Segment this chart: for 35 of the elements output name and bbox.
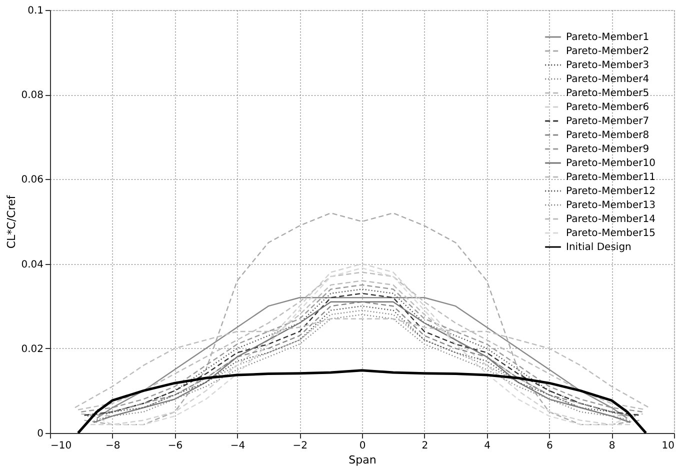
legend-label: Pareto-Member4 (566, 74, 650, 85)
legend-label: Initial Design (566, 242, 632, 253)
legend-label: Pareto-Member13 (566, 200, 656, 211)
legend-label: Pareto-Member5 (566, 88, 650, 99)
legend-label: Pareto-Member14 (566, 214, 656, 225)
legend-label: Pareto-Member2 (566, 46, 650, 57)
x-tick-label: 10 (662, 440, 674, 452)
legend-label: Pareto-Member12 (566, 186, 656, 197)
legend-label: Pareto-Member3 (566, 60, 650, 71)
y-axis-title: CL*C/Cref (5, 194, 18, 249)
legend-label: Pareto-Member9 (566, 144, 650, 155)
x-tick-label: −4 (230, 440, 246, 452)
x-tick-label: 8 (608, 440, 616, 452)
legend-label: Pareto-Member6 (566, 102, 650, 113)
x-tick-label: 0 (359, 440, 366, 452)
x-tick-label: −6 (168, 440, 183, 452)
y-tick-label: 0.06 (21, 174, 44, 186)
x-tick-label: −10 (50, 440, 72, 452)
y-tick-label: 0.02 (21, 344, 44, 355)
x-tick-label: 4 (484, 440, 490, 452)
x-tick-label: 6 (546, 440, 553, 452)
x-tick-label: −2 (292, 440, 308, 452)
x-tick-label: 2 (422, 440, 428, 452)
legend-label: Pareto-Member15 (566, 228, 656, 239)
legend-label: Pareto-Member11 (566, 172, 656, 183)
y-tick-label: 0.1 (28, 6, 44, 16)
y-tick-label: 0.04 (21, 259, 44, 270)
legend-label: Pareto-Member10 (566, 158, 656, 169)
y-tick-label: 0 (37, 428, 44, 440)
x-tick-label: −8 (106, 440, 120, 452)
legend-label: Pareto-Member8 (566, 130, 650, 141)
x-axis-title: Span (348, 454, 376, 466)
legend-label: Pareto-Member1 (566, 32, 650, 43)
legend-label: Pareto-Member7 (566, 116, 650, 127)
y-tick-label: 0.08 (21, 90, 44, 102)
